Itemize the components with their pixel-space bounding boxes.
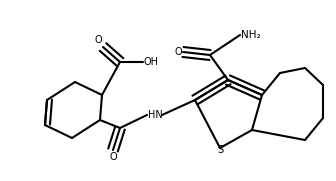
Text: NH₂: NH₂ bbox=[241, 30, 261, 40]
Text: O: O bbox=[94, 35, 102, 45]
Text: OH: OH bbox=[144, 57, 159, 67]
Text: O: O bbox=[174, 47, 182, 57]
Text: O: O bbox=[109, 152, 117, 162]
Text: HN: HN bbox=[148, 110, 163, 120]
Text: S: S bbox=[217, 145, 223, 155]
